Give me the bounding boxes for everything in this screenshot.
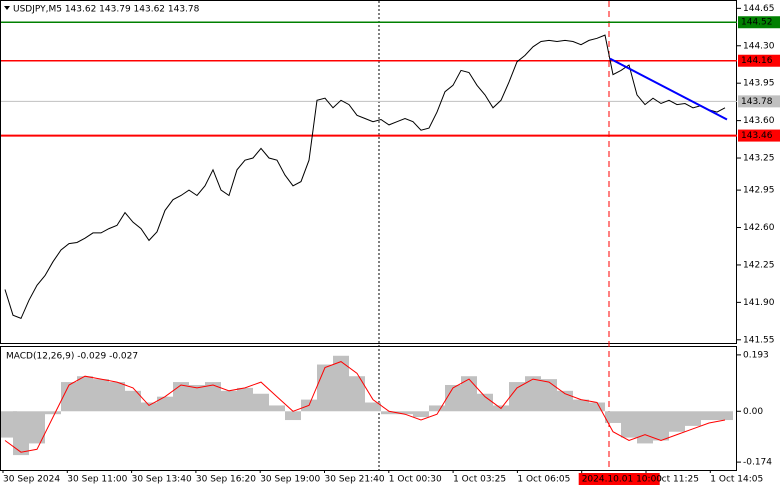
level-label: 143.46	[741, 131, 773, 141]
x-tick-label: 1 Oct 06:05	[517, 475, 570, 485]
x-tick-label: 30 Sep 21:40	[325, 475, 385, 485]
x-label-highlight	[578, 473, 660, 485]
macd-bar	[365, 402, 381, 412]
macd-bar	[125, 390, 141, 412]
y-tick-label: 144.65	[743, 4, 775, 14]
signal-line	[4, 361, 726, 453]
macd-bar	[429, 405, 445, 412]
x-tick-label: 2024.10.01 10:00	[582, 475, 663, 485]
y-tick-label: 142.95	[743, 186, 775, 196]
x-tick-label: 1 Oct 03:25	[453, 475, 506, 485]
x-tick-label: 30 Sep 11:00	[67, 475, 127, 485]
macd-bar	[397, 411, 413, 415]
y-tick-label: 0.193	[743, 350, 769, 360]
y-tick-label: 0.00	[743, 407, 763, 417]
x-tick-label: 1 Oct 14:05	[710, 475, 763, 485]
x-tick-label: 30 Sep 19:00	[260, 475, 320, 485]
macd-bar	[573, 399, 589, 412]
level-label-box	[738, 16, 780, 29]
macd-bar	[589, 402, 605, 412]
macd-bar	[653, 411, 669, 441]
x-tick-label: 30 Sep 13:40	[132, 475, 192, 485]
macd-bar	[541, 379, 557, 412]
y-tick-label: 142.60	[743, 223, 775, 233]
price-line	[4, 34, 726, 320]
macd-bar	[61, 382, 77, 412]
macd-bar	[93, 379, 109, 412]
macd-bar	[669, 411, 685, 432]
macd-bar	[701, 411, 717, 421]
macd-bar	[317, 364, 333, 412]
level-label-box	[738, 54, 780, 67]
y-tick-label: 143.25	[743, 154, 775, 164]
macd-bar	[285, 411, 301, 421]
y-tick-label: 143.95	[743, 79, 775, 89]
macd-bar	[461, 376, 477, 412]
level-label-box	[738, 129, 780, 142]
macd-bar	[109, 382, 125, 412]
macd-bar	[605, 411, 621, 423]
current-price-box	[738, 95, 780, 108]
level-label: 144.16	[741, 56, 773, 66]
macd-bar	[509, 382, 525, 412]
macd-bar	[621, 411, 637, 438]
y-tick-label: 143.60	[743, 116, 775, 126]
macd-bar	[333, 355, 349, 412]
macd-bar	[189, 384, 205, 412]
level-label: 144.52	[741, 18, 773, 28]
macd-bar	[685, 411, 701, 426]
macd-panel-frame	[0, 346, 737, 471]
x-tick-label: 1 Oct 11:25	[646, 475, 699, 485]
symbol-arrow	[4, 6, 10, 10]
macd-bar	[173, 382, 189, 412]
x-tick-label: 30 Sep 16:20	[196, 475, 256, 485]
macd-bar	[637, 411, 653, 444]
macd-bar	[525, 376, 541, 412]
trendline	[609, 57, 728, 121]
macd-bar	[477, 393, 493, 412]
y-tick-label: -0.174	[743, 458, 772, 468]
macd-bar	[557, 390, 573, 412]
macd-bar	[45, 411, 61, 415]
price-header: USDJPY,M5 143.62 143.79 143.62 143.78	[13, 5, 200, 15]
macd-bar	[413, 411, 429, 418]
macd-bar	[157, 396, 173, 412]
macd-bar	[77, 376, 93, 412]
x-tick-label: 1 Oct 00:30	[389, 475, 442, 485]
y-tick-label: 144.30	[743, 41, 775, 51]
macd-bar	[445, 384, 461, 412]
y-tick-label: 141.90	[743, 298, 775, 308]
macd-header: MACD(12,26,9) -0.029 -0.027	[6, 352, 138, 362]
macd-bar	[253, 393, 269, 412]
macd-bar	[349, 376, 365, 412]
macd-bar	[29, 411, 45, 444]
current-price-label: 143.78	[741, 97, 773, 107]
y-tick-label: 141.55	[743, 335, 775, 345]
macd-bar	[717, 411, 733, 421]
macd-bar	[205, 382, 221, 412]
price-panel-frame	[0, 0, 737, 344]
macd-bar	[221, 390, 237, 412]
macd-bar	[237, 387, 253, 412]
macd-bar	[269, 405, 285, 412]
y-tick-label: 142.25	[743, 260, 775, 270]
x-tick-label: 30 Sep 2024	[3, 475, 60, 485]
macd-bar	[13, 411, 29, 456]
macd-bar	[381, 411, 397, 415]
macd-bar	[141, 402, 157, 412]
